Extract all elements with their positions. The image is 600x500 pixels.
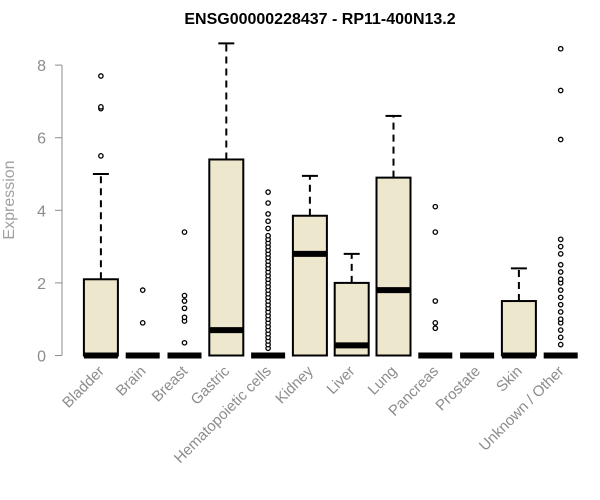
box-lung <box>375 114 412 357</box>
outlier-point <box>557 136 564 143</box>
x-tick-label: Bladder <box>59 363 108 412</box>
y-tick-label: 6 <box>37 131 46 148</box>
outlier-point <box>265 200 271 206</box>
outlier-point <box>181 229 188 235</box>
outlier-point <box>557 316 564 323</box>
outlier-point <box>557 269 564 275</box>
outlier-point <box>181 292 188 299</box>
box-hematopoietic-cells <box>251 189 286 359</box>
outlier-point <box>181 305 188 312</box>
outlier-point <box>265 189 271 195</box>
outlier-point <box>557 327 564 333</box>
outlier-point <box>557 309 564 315</box>
outlier-point <box>98 73 104 79</box>
outlier-point <box>432 319 439 326</box>
box-iqr <box>375 176 412 357</box>
y-tick-label: 4 <box>37 203 46 220</box>
outlier-point <box>265 225 271 232</box>
y-axis-label: Expression <box>1 160 18 239</box>
box-pancreas <box>418 203 453 359</box>
x-tick-label: Brain <box>113 363 150 400</box>
outlier-point <box>181 314 188 321</box>
box-skin <box>500 267 537 359</box>
outlier-point <box>265 218 271 225</box>
outlier-point <box>181 298 188 304</box>
box-iqr <box>291 214 328 357</box>
y-axis: 0 2 4 6 8 <box>37 58 63 366</box>
chart-title: ENSG00000228437 - RP11-400N13.2 <box>184 11 455 28</box>
outlier-point <box>432 229 439 235</box>
outlier-point <box>139 319 146 326</box>
outlier-point <box>98 103 104 110</box>
outlier-point <box>557 287 564 294</box>
box-brain <box>125 287 160 359</box>
box-bladder <box>82 73 119 359</box>
x-tick-label: Breast <box>149 362 192 405</box>
box-iqr <box>82 278 119 357</box>
x-tick-label: Lung <box>365 363 401 399</box>
box-kidney <box>291 174 328 357</box>
x-tick-label: Prostate <box>432 363 484 415</box>
y-tick-label: 0 <box>37 349 46 366</box>
y-tick-label: 2 <box>37 276 46 293</box>
x-tick-label: Kidney <box>272 362 317 407</box>
boxes-group <box>82 42 578 359</box>
outlier-point <box>557 261 564 268</box>
outlier-point <box>557 294 564 301</box>
outlier-point <box>139 287 146 294</box>
outlier-point <box>432 298 439 304</box>
outlier-point <box>557 301 564 308</box>
box-breast <box>167 229 202 359</box>
outlier-point <box>265 232 271 239</box>
outlier-point <box>557 334 564 341</box>
box-liver <box>333 252 370 357</box>
box-iqr <box>208 158 245 357</box>
outlier-point <box>557 45 564 52</box>
x-tick-label: Liver <box>324 363 359 398</box>
outlier-point <box>557 236 564 243</box>
box-gastric <box>208 42 245 357</box>
box-iqr <box>500 300 537 357</box>
x-tick-label: Skin <box>493 363 526 396</box>
outlier-point <box>557 87 564 94</box>
box-unknown-other <box>543 45 578 359</box>
outlier-point <box>557 276 564 283</box>
outlier-point <box>98 153 104 159</box>
outlier-point <box>181 339 188 346</box>
outlier-point <box>557 243 564 250</box>
outlier-point <box>557 341 564 348</box>
outlier-point <box>432 203 439 210</box>
outlier-point <box>265 211 271 217</box>
y-tick-label: 8 <box>37 58 46 75</box>
outlier-point <box>432 325 439 332</box>
outlier-point <box>557 251 564 257</box>
